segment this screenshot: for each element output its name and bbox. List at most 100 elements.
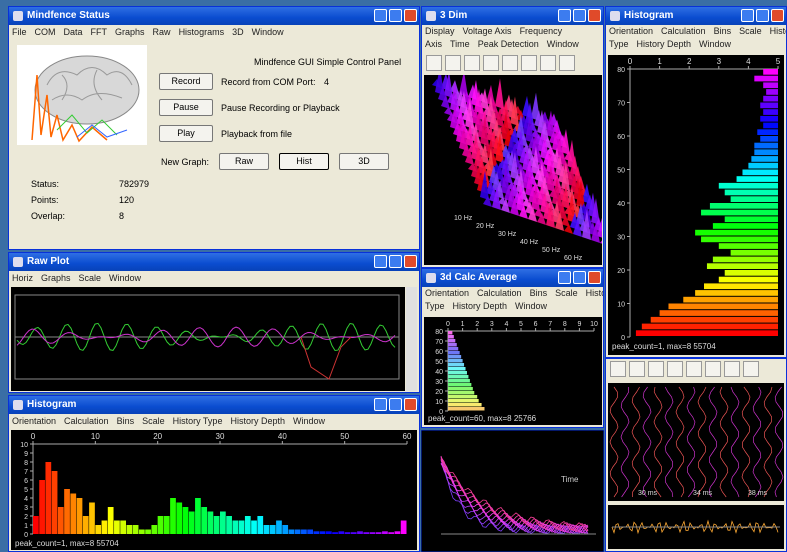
menu-item[interactable]: Horiz <box>12 273 34 283</box>
menu-item[interactable]: Data <box>63 27 83 37</box>
window-controls[interactable] <box>558 271 601 284</box>
menu-item[interactable]: Graphs <box>41 273 71 283</box>
trace <box>642 386 652 498</box>
surface-cell <box>567 192 576 223</box>
bar <box>718 276 778 283</box>
trace <box>774 386 784 498</box>
menu-item[interactable]: Window <box>251 27 284 37</box>
menu-item[interactable]: Graphs <box>115 27 145 37</box>
window-controls[interactable] <box>741 9 784 22</box>
surface-cell <box>441 94 450 109</box>
bar <box>763 95 778 102</box>
menu-item[interactable]: Window <box>699 39 732 49</box>
menu-item[interactable]: 3D <box>232 27 244 37</box>
menu-item[interactable]: Histograms <box>178 27 225 37</box>
toolbar[interactable] <box>422 53 603 73</box>
y-tick-label: 4 <box>24 496 28 503</box>
surface-cell <box>525 115 534 143</box>
menu-item[interactable]: Window <box>515 301 548 311</box>
toolbar[interactable] <box>606 359 786 381</box>
surface-window: 3 Dim Display Voltage Axis Frequency Axis T… <box>421 6 604 268</box>
menu-item[interactable]: COM <box>34 27 56 37</box>
menu-item[interactable]: Orientation <box>425 288 470 298</box>
bar <box>448 407 485 411</box>
menu-item[interactable]: Orientation <box>609 26 654 36</box>
menu-item[interactable]: Calculation <box>477 288 522 298</box>
menu-item[interactable]: History Type <box>609 26 786 49</box>
window-title: Raw Plot <box>27 256 70 267</box>
window-title: 3 Dim <box>440 10 468 21</box>
menu-item[interactable]: FFT <box>90 27 108 37</box>
surface-cell <box>546 200 555 228</box>
x-tick-label: 40 <box>278 432 287 441</box>
bar <box>394 531 401 534</box>
y-tick-label: 60 <box>617 134 625 141</box>
bar <box>400 520 407 534</box>
bar <box>138 529 145 534</box>
x-tick-label: 20 <box>153 432 162 441</box>
menu-item[interactable]: Scale <box>739 26 762 36</box>
menu-item[interactable]: Window <box>109 273 142 283</box>
pause-button[interactable]: Pause <box>159 99 213 116</box>
bar <box>350 532 357 534</box>
bar <box>325 531 332 534</box>
window-controls[interactable] <box>558 9 601 22</box>
axis-label: 30 ms <box>638 490 658 497</box>
surface-cell <box>561 215 570 227</box>
x-tick-label: 4 <box>504 321 508 328</box>
bar <box>448 331 453 335</box>
x-tick-label: 10 <box>590 321 598 328</box>
menu-item[interactable]: Display <box>425 26 455 36</box>
record-button[interactable]: Record <box>159 73 213 90</box>
hist-button[interactable]: Hist <box>279 153 329 170</box>
menu-item[interactable]: Calculation <box>64 416 109 426</box>
menu-item[interactable]: File <box>12 27 27 37</box>
menu-item[interactable]: Scale <box>142 416 165 426</box>
x-tick-label: 4 <box>746 57 751 66</box>
menu-item[interactable]: History Type <box>425 288 603 311</box>
menu-item[interactable]: History Depth <box>636 39 692 49</box>
trace <box>16 326 396 348</box>
menu-item[interactable]: Time <box>450 39 470 49</box>
y-tick-label: 1 <box>24 523 28 530</box>
play-button[interactable]: Play <box>159 125 213 142</box>
bar <box>338 531 345 534</box>
bar <box>201 507 208 534</box>
y-tick-label: 10 <box>617 302 625 309</box>
raw-button[interactable]: Raw <box>219 153 269 170</box>
menu-item[interactable]: Scale <box>78 273 102 283</box>
window-controls[interactable] <box>374 398 417 411</box>
bar <box>176 502 183 534</box>
surface-cell <box>561 129 570 155</box>
bar <box>683 296 778 303</box>
bar <box>363 532 370 534</box>
surface-cell <box>531 129 540 157</box>
menu-item[interactable]: Frequency Axis <box>425 26 563 49</box>
menu-item[interactable]: History Type <box>172 416 223 426</box>
menu-item[interactable]: Raw <box>152 27 171 37</box>
3d-button[interactable]: 3D <box>339 153 389 170</box>
menu-item[interactable]: Peak Detection <box>477 39 539 49</box>
bar <box>448 403 482 407</box>
menu-item[interactable]: Window <box>292 416 325 426</box>
surface-cell <box>459 126 468 151</box>
y-tick-label: 5 <box>24 487 28 494</box>
menu-item[interactable]: Bins <box>529 288 548 298</box>
surface-cell <box>600 240 602 244</box>
bar <box>754 142 778 149</box>
surface-cell <box>486 138 495 160</box>
menu-item[interactable]: Voltage Axis <box>462 26 512 36</box>
menu-item[interactable]: Orientation <box>12 416 57 426</box>
y-tick-label: 8 <box>24 460 28 467</box>
surface-cell <box>501 99 510 123</box>
window-controls[interactable] <box>374 255 417 268</box>
menu-item[interactable]: History Depth <box>452 301 508 311</box>
menu-item[interactable]: Window <box>546 39 579 49</box>
menu-item[interactable]: History Depth <box>230 416 285 426</box>
menu-item[interactable]: Bins <box>116 416 135 426</box>
bar <box>238 520 245 534</box>
menu-item[interactable]: Bins <box>713 26 732 36</box>
menu-item[interactable]: Calculation <box>661 26 706 36</box>
window-controls[interactable] <box>374 9 417 22</box>
menu-item[interactable]: Scale <box>555 288 578 298</box>
